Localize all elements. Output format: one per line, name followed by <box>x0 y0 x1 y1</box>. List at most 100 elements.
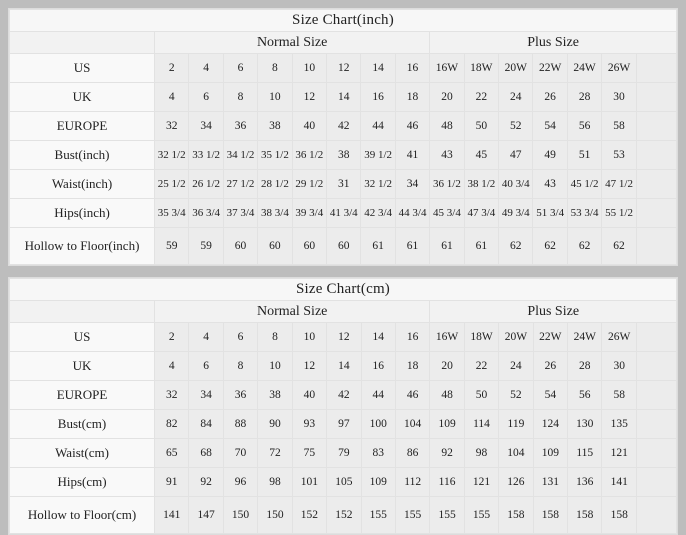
data-cell: 50 <box>463 111 500 141</box>
data-cell: 88 <box>222 409 259 439</box>
data-cell: 30 <box>601 351 637 381</box>
data-cell: 36 1/2 <box>291 140 328 170</box>
data-cell: 119 <box>498 409 534 439</box>
table-row: Hollow to Floor(cm) 141 147 150 150 152 152 155… <box>9 496 678 534</box>
data-cell: 61 <box>463 227 500 265</box>
data-cell: 53 3/4 <box>566 198 603 228</box>
group-header-plus-size: Plus Size <box>429 300 677 323</box>
data-cell: 86 <box>394 438 431 468</box>
row-end-spacer <box>635 409 678 439</box>
data-cell: 41 <box>394 140 431 170</box>
data-cell: 22 <box>463 351 500 381</box>
data-cell: 92 <box>188 467 224 497</box>
data-cell: 62 <box>601 227 637 265</box>
data-cell: 152 <box>326 496 362 534</box>
data-cell: 51 <box>566 140 603 170</box>
data-cell: 93 <box>291 409 328 439</box>
table-row: EUROPE 32 34 36 38 40 42 44 46 48 50 52 54 56 58 <box>9 380 678 410</box>
data-cell: 155 <box>360 496 396 534</box>
data-cell: 31 <box>326 169 362 199</box>
row-end-spacer <box>635 82 678 112</box>
data-cell: 150 <box>257 496 293 534</box>
data-cell: 58 <box>601 111 637 141</box>
data-cell: 28 <box>567 351 603 381</box>
row-end-spacer <box>635 198 678 228</box>
data-cell: 61 <box>394 227 431 265</box>
data-cell: 26W <box>601 322 637 352</box>
data-cell: 32 <box>153 111 190 141</box>
data-cell: 59 <box>188 227 224 265</box>
table-row: Hips(inch) 35 3/4 36 3/4 37 3/4 38 3/4 39 3/4… <box>9 198 678 228</box>
data-cell: 46 <box>394 111 431 141</box>
group-header-plus-size: Plus Size <box>429 31 677 54</box>
data-cell: 24W <box>566 53 603 83</box>
data-cell: 121 <box>463 467 500 497</box>
group-header-corner <box>9 300 155 323</box>
data-cell: 25 1/2 <box>153 169 190 199</box>
data-cell: 124 <box>532 409 569 439</box>
data-cell: 4 <box>188 53 224 83</box>
data-cell: 47 3/4 <box>463 198 500 228</box>
data-cell: 16W <box>429 322 465 352</box>
data-cell: 38 <box>257 380 293 410</box>
data-cell: 14 <box>360 53 396 83</box>
data-cell: 158 <box>532 496 569 534</box>
data-cell: 38 <box>257 111 293 141</box>
data-cell: 28 1/2 <box>257 169 293 199</box>
data-cell: 10 <box>257 82 293 112</box>
data-cell: 6 <box>222 322 259 352</box>
data-cell: 10 <box>291 322 328 352</box>
data-cell: 114 <box>463 409 500 439</box>
data-cell: 50 <box>463 380 500 410</box>
row-label: Waist(inch) <box>9 169 155 199</box>
data-cell: 4 <box>153 351 190 381</box>
data-cell: 35 3/4 <box>153 198 190 228</box>
data-cell: 18W <box>463 53 500 83</box>
row-label: US <box>9 53 155 83</box>
data-cell: 33 1/2 <box>188 140 224 170</box>
data-cell: 158 <box>498 496 534 534</box>
data-cell: 126 <box>498 467 534 497</box>
data-cell: 12 <box>326 322 362 352</box>
row-end-spacer <box>635 380 678 410</box>
data-cell: 26 <box>532 82 568 112</box>
table-row: Hollow to Floor(inch) 59 59 60 60 60 60 61 61 61 6… <box>9 227 678 265</box>
data-cell: 26 <box>532 351 569 381</box>
row-end-spacer <box>635 496 678 534</box>
group-header-normal-size: Normal Size <box>153 300 431 323</box>
row-label: Bust(cm) <box>9 409 155 439</box>
data-cell: 44 <box>360 380 396 410</box>
data-cell: 34 <box>394 169 431 199</box>
data-cell: 36 1/2 <box>429 169 465 199</box>
data-cell: 16 <box>360 351 396 381</box>
data-cell: 18 <box>394 82 431 112</box>
data-cell: 58 <box>601 380 637 410</box>
chart-title-row: Size Chart(inch) <box>9 9 677 32</box>
data-cell: 18 <box>394 351 431 381</box>
table-row: EUROPE 32 34 36 38 40 42 44 46 48 50 52 54 56 58 <box>9 111 678 141</box>
row-end-spacer <box>635 438 678 468</box>
data-cell: 131 <box>532 467 569 497</box>
data-cell: 22 <box>463 82 500 112</box>
data-cell: 79 <box>326 438 362 468</box>
data-cell: 20 <box>429 351 465 381</box>
data-cell: 45 1/2 <box>566 169 603 199</box>
data-cell: 55 1/2 <box>601 198 637 228</box>
table-row: UK 4 6 8 10 12 14 16 18 20 22 24 26 28 30 <box>9 351 678 381</box>
group-header-corner <box>9 31 155 54</box>
data-cell: 62 <box>566 227 603 265</box>
data-cell: 47 1/2 <box>601 169 637 199</box>
data-cell: 46 <box>394 380 431 410</box>
data-cell: 53 <box>601 140 637 170</box>
data-cell: 42 <box>326 111 362 141</box>
data-cell: 109 <box>360 467 396 497</box>
chart-title: Size Chart(cm) <box>9 278 677 301</box>
data-cell: 48 <box>429 380 465 410</box>
data-cell: 68 <box>188 438 224 468</box>
data-cell: 39 3/4 <box>291 198 328 228</box>
data-cell: 45 <box>463 140 500 170</box>
data-cell: 28 <box>566 82 603 112</box>
data-cell: 61 <box>360 227 396 265</box>
size-chart-table: Size Chart(cm) Normal Size Plus Size US 2 4 6 8… <box>9 278 678 534</box>
row-label: Hips(cm) <box>9 467 155 497</box>
